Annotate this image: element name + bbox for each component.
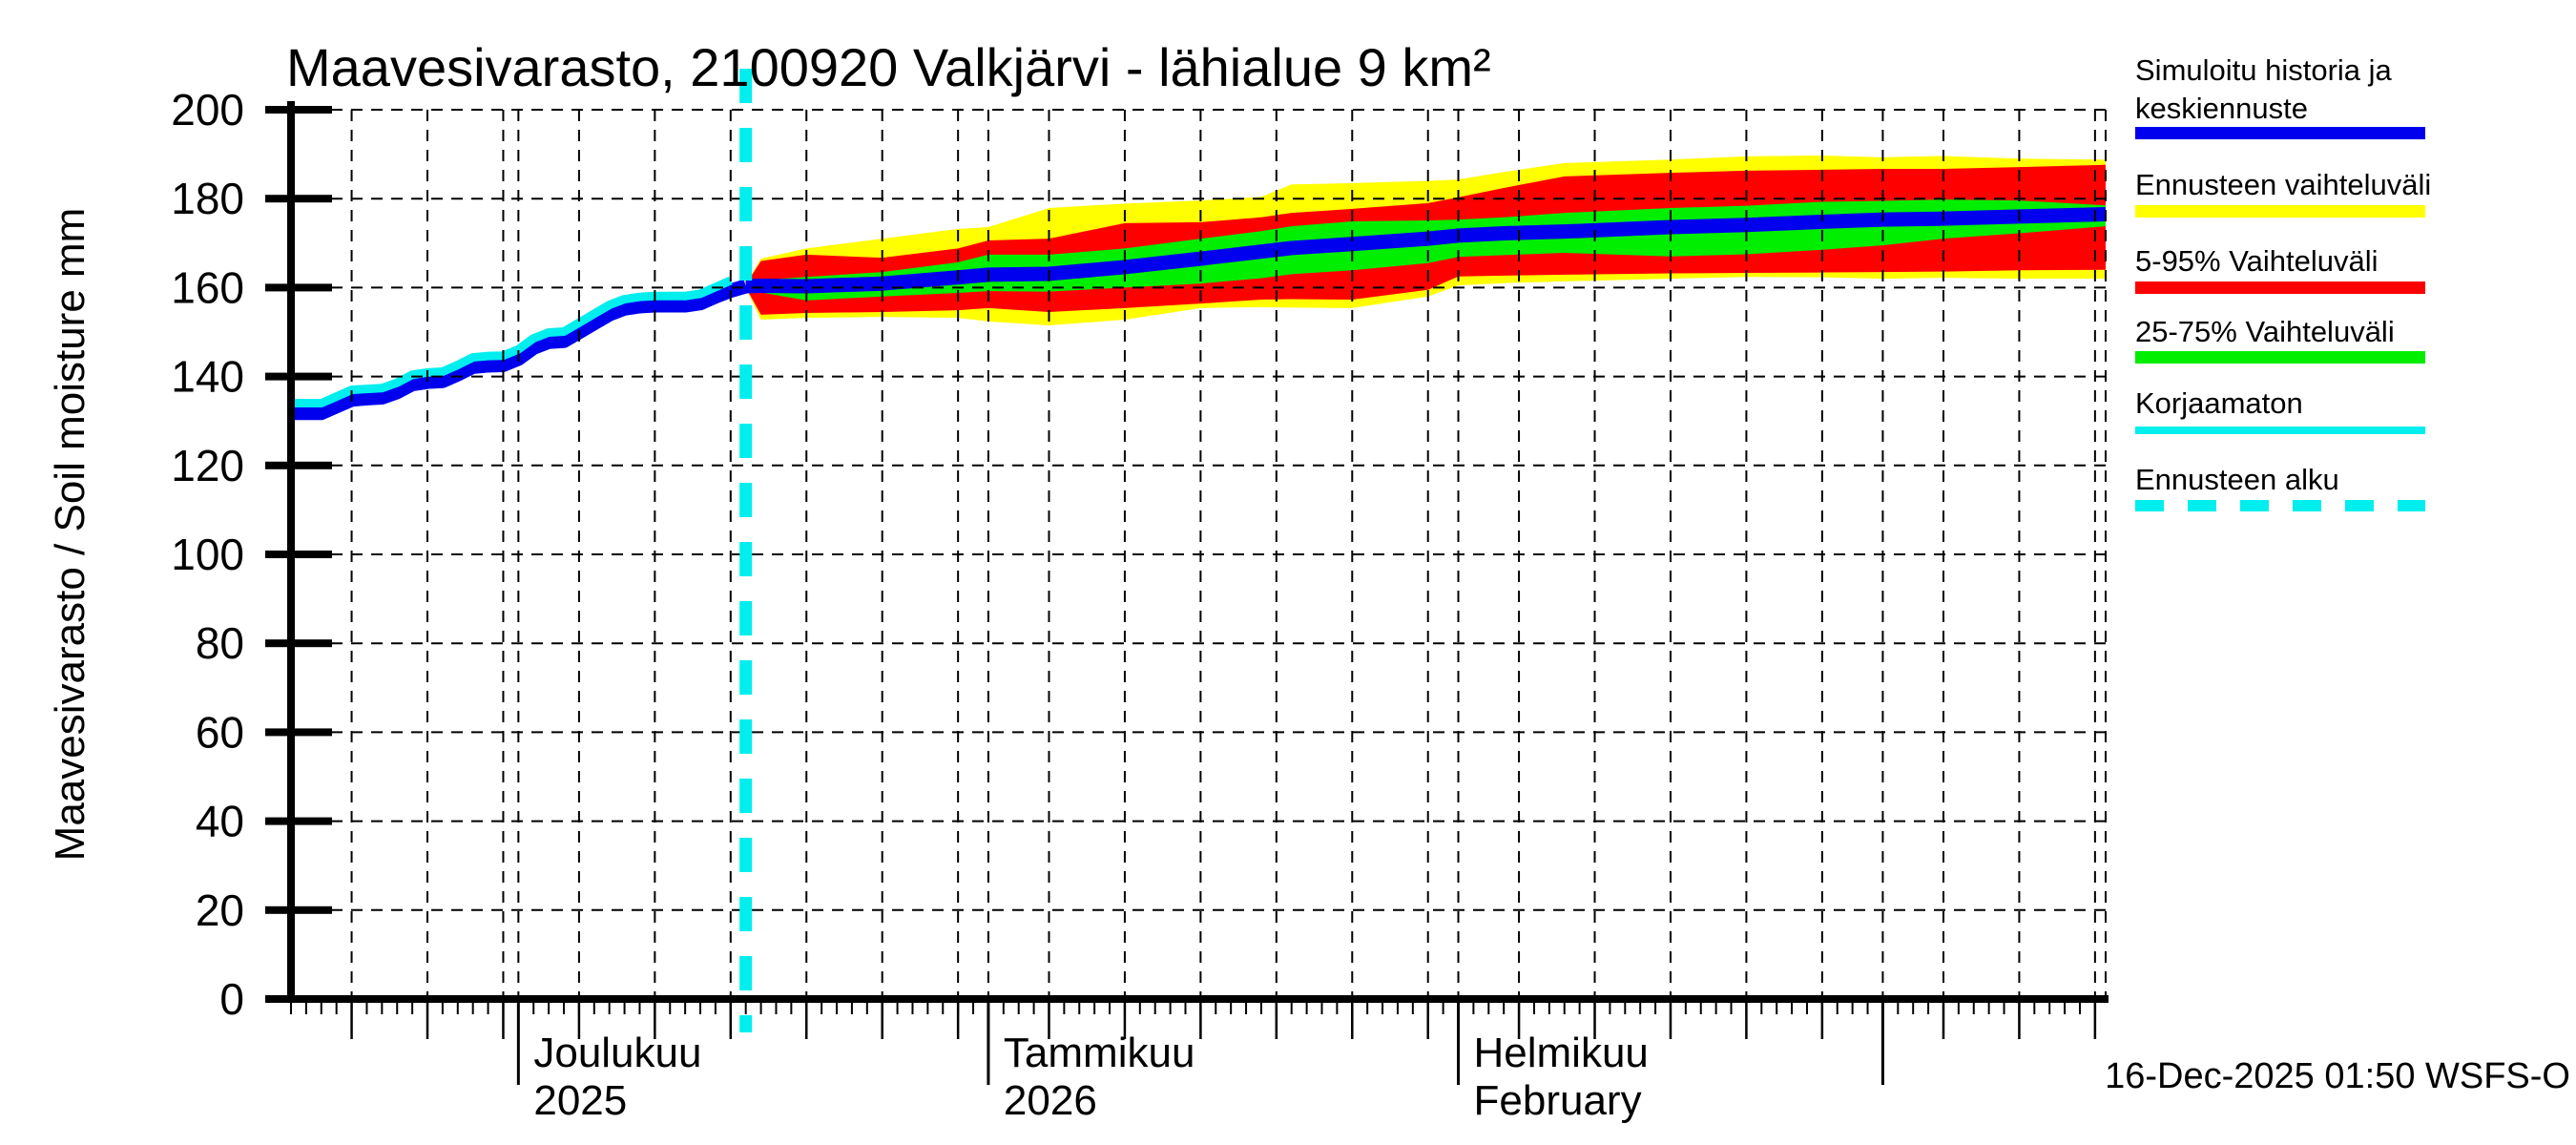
legend-label: Simuloitu historia ja — [2135, 53, 2393, 87]
month-sublabel: 2025 — [533, 1077, 627, 1124]
y-tick-label: 160 — [171, 262, 244, 312]
legend-label: keskiennuste — [2135, 92, 2308, 125]
y-tick-label: 20 — [196, 885, 244, 935]
legend-entry-range-25-75: 25-75% Vaihteluväli — [2135, 315, 2425, 364]
korjaamaton-line — [291, 276, 733, 408]
gridlines-layer — [291, 109, 2107, 999]
y-axis-label: Maavesivarasto / Soil moisture mm — [47, 208, 93, 862]
y-tick-label: 100 — [171, 530, 244, 579]
legend-label: Ennusteen alku — [2135, 463, 2339, 496]
y-major-tick — [265, 461, 332, 469]
chart-title: Maavesivarasto, 2100920 Valkjärvi - lähi… — [286, 37, 1491, 97]
legend-swatch — [2135, 127, 2425, 139]
y-tick-label: 80 — [196, 618, 244, 668]
y-tick-label: 0 — [219, 974, 244, 1024]
month-label: Joulukuu — [533, 1030, 701, 1076]
legend-label: 5-95% Vaihteluväli — [2135, 244, 2378, 278]
legend-swatch — [2135, 281, 2425, 294]
legend-swatch — [2135, 205, 2425, 218]
legend-label: Korjaamaton — [2135, 386, 2303, 420]
y-major-tick — [265, 728, 332, 737]
y-tick-label: 60 — [196, 707, 244, 757]
y-tick-label: 180 — [171, 174, 244, 223]
y-major-tick — [265, 283, 332, 292]
y-major-tick — [265, 551, 332, 558]
y-tick-label: 140 — [171, 352, 244, 402]
legend-entry-simulated-history-and-median-forecast: Simuloitu historia ja keskiennuste — [2135, 53, 2425, 139]
month-sublabel: 2026 — [1004, 1077, 1097, 1124]
y-major-tick — [265, 817, 332, 825]
month-sublabel: February — [1474, 1077, 1642, 1124]
legend-label: 25-75% Vaihteluväli — [2135, 315, 2395, 348]
legend-entry-uncorrected: Korjaamaton — [2135, 386, 2425, 434]
month-label: Tammikuu — [1004, 1030, 1195, 1076]
y-major-tick — [265, 372, 332, 381]
timestamp-label: 16-Dec-2025 01:50 WSFS-O — [2105, 1056, 2570, 1096]
y-tick-label: 200 — [171, 85, 244, 135]
axes-layer — [265, 101, 2109, 1085]
legend-label: Ennusteen vaihteluväli — [2135, 168, 2431, 201]
legend-swatch — [2135, 427, 2425, 434]
y-major-tick — [265, 195, 332, 203]
median-forecast-line — [745, 207, 2107, 294]
legend-swatch — [2135, 351, 2425, 364]
y-major-tick — [265, 906, 332, 914]
y-tick-label: 120 — [171, 441, 244, 490]
legend-entry-forecast-range: Ennusteen vaihteluväli — [2135, 168, 2431, 218]
y-major-tick — [265, 106, 332, 114]
y-tick-label: 40 — [196, 797, 244, 846]
legend-layer: Simuloitu historia ja keskiennuste Ennuste… — [2135, 53, 2431, 511]
y-major-tick — [265, 995, 332, 1003]
legend-entry-range-5-95: 5-95% Vaihteluväli — [2135, 244, 2425, 294]
month-label: Helmikuu — [1474, 1030, 1649, 1076]
legend-entry-forecast-start: Ennusteen alku — [2135, 463, 2425, 511]
y-major-tick — [265, 639, 332, 648]
x-axis-spine — [284, 995, 2109, 1003]
